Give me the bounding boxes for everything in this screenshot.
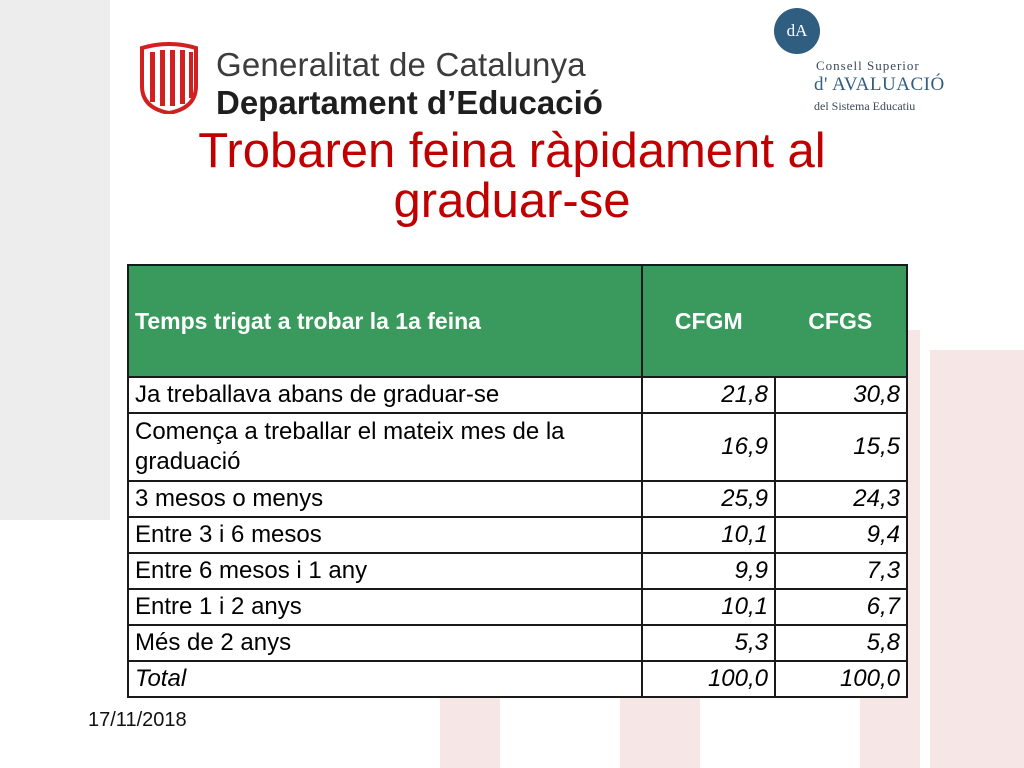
header-columns: CFGM CFGS [641, 264, 908, 378]
cfgs-value: 9,4 [774, 516, 908, 554]
cfgs-value: 24,3 [774, 480, 908, 518]
table-row: Comença a treballar el mateix mes de la … [127, 412, 908, 482]
department-name: Departament d’Educació [216, 84, 603, 121]
org-name: Generalitat de Catalunya [216, 46, 586, 83]
row-label: Entre 6 mesos i 1 any [127, 552, 643, 590]
cfgs-total: 100,0 [774, 660, 908, 698]
cfgs-value: 6,7 [774, 588, 908, 626]
row-label: Entre 1 i 2 anys [127, 588, 643, 626]
cfgm-value: 10,1 [641, 588, 776, 626]
cfgm-value: 16,9 [641, 412, 776, 482]
council-line2: d' AVALUACIÓ [814, 74, 945, 95]
generalitat-emblem-icon [140, 42, 198, 114]
cfgs-value: 15,5 [774, 412, 908, 482]
header-cfgs: CFGS [808, 307, 873, 334]
cfgm-total: 100,0 [641, 660, 776, 698]
table-row: Més de 2 anys 5,3 5,8 [127, 624, 908, 662]
row-label: Ja treballava abans de graduar-se [127, 376, 643, 414]
row-label-total: Total [127, 660, 643, 698]
cfgm-value: 5,3 [641, 624, 776, 662]
table-total-row: Total 100,0 100,0 [127, 660, 908, 698]
cfgs-value: 5,8 [774, 624, 908, 662]
cfgm-value: 25,9 [641, 480, 776, 518]
cfgs-value: 30,8 [774, 376, 908, 414]
row-label: 3 mesos o menys [127, 480, 643, 518]
cfgm-value: 9,9 [641, 552, 776, 590]
table-header-row: Temps trigat a trobar la 1a feina CFGM C… [127, 264, 908, 378]
table-row: Entre 6 mesos i 1 any 9,9 7,3 [127, 552, 908, 590]
header-time-label: Temps trigat a trobar la 1a feina [127, 264, 643, 378]
cfgm-value: 10,1 [641, 516, 776, 554]
slide-date: 17/11/2018 [88, 709, 187, 731]
row-label: Entre 3 i 6 mesos [127, 516, 643, 554]
council-line1: Consell Superior [816, 58, 920, 73]
table-row: Entre 1 i 2 anys 10,1 6,7 [127, 588, 908, 626]
employment-table: Temps trigat a trobar la 1a feina CFGM C… [127, 264, 908, 698]
council-logo: dA Consell Superior d' AVALUACIÓ del Sis… [770, 8, 960, 118]
table-row: 3 mesos o menys 25,9 24,3 [127, 480, 908, 518]
cfgs-value: 7,3 [774, 552, 908, 590]
table-row: Ja treballava abans de graduar-se 21,8 3… [127, 376, 908, 414]
row-label: Comença a treballar el mateix mes de la … [127, 412, 643, 482]
council-line3: del Sistema Educatiu [814, 99, 916, 113]
cfgm-value: 21,8 [641, 376, 776, 414]
council-badge: dA [774, 8, 820, 54]
table-row: Entre 3 i 6 mesos 10,1 9,4 [127, 516, 908, 554]
row-label: Més de 2 anys [127, 624, 643, 662]
slide-title: Trobaren feina ràpidament al graduar-se [198, 124, 826, 228]
header-cfgm: CFGM [674, 307, 743, 334]
